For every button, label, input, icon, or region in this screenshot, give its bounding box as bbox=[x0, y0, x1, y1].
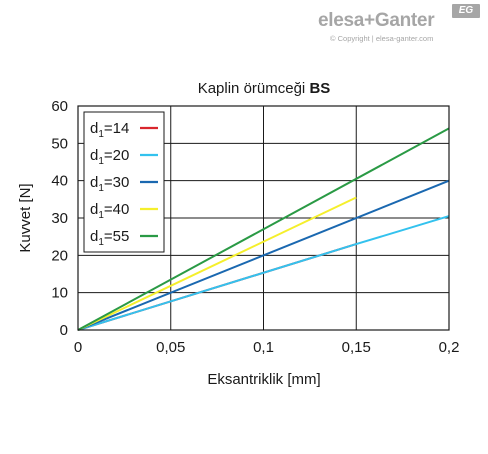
legend-label-3: d1=40 bbox=[90, 201, 129, 221]
y-tick-label-4: 40 bbox=[51, 173, 68, 190]
x-tick-label-4: 0,2 bbox=[439, 339, 460, 356]
brand-logo: elesa+Ganter EG © Copyright | elesa-gant… bbox=[318, 4, 484, 46]
series-line-1 bbox=[77, 215, 450, 331]
chart-title: Kaplin örümceği BS bbox=[198, 80, 331, 97]
x-tick-label-3: 0,15 bbox=[342, 339, 371, 356]
brand-name: elesa+Ganter bbox=[318, 10, 435, 31]
y-tick-label-0: 0 bbox=[60, 322, 68, 339]
y-tick-label-5: 50 bbox=[51, 135, 68, 152]
plot-frame bbox=[77, 105, 450, 331]
y-tick-label-6: 60 bbox=[51, 98, 68, 115]
y-tick-label-2: 20 bbox=[51, 247, 68, 264]
legend-label-0: d1=14 bbox=[90, 120, 129, 140]
y-tick-label-3: 30 bbox=[51, 210, 68, 227]
legend-label-2: d1=30 bbox=[90, 174, 129, 194]
series-line-2 bbox=[77, 179, 450, 331]
y-axis-label: Kuvvet [N] bbox=[17, 183, 34, 252]
series-lines bbox=[77, 127, 450, 331]
y-tick-label-1: 10 bbox=[51, 285, 68, 302]
y-tick-labels: 0 10 20 30 40 50 60 bbox=[51, 98, 68, 339]
series-line-3 bbox=[77, 196, 357, 331]
x-tick-label-2: 0,1 bbox=[253, 339, 274, 356]
x-tick-label-1: 0,05 bbox=[156, 339, 185, 356]
legend-label-4: d1=55 bbox=[90, 228, 129, 248]
series-line-4 bbox=[77, 127, 450, 331]
legend: d1=14 d1=20 d1=30 d1=40 d1=55 bbox=[83, 111, 165, 253]
x-tick-label-0: 0 bbox=[74, 339, 82, 356]
x-tick-labels: 0 0,05 0,1 0,15 0,2 bbox=[74, 339, 460, 356]
brand-badge: EG bbox=[452, 4, 480, 18]
legend-label-1: d1=20 bbox=[90, 147, 129, 167]
brand-copyright: © Copyright | elesa-ganter.com bbox=[330, 34, 434, 43]
x-axis-label: Eksantriklik [mm] bbox=[207, 371, 320, 388]
